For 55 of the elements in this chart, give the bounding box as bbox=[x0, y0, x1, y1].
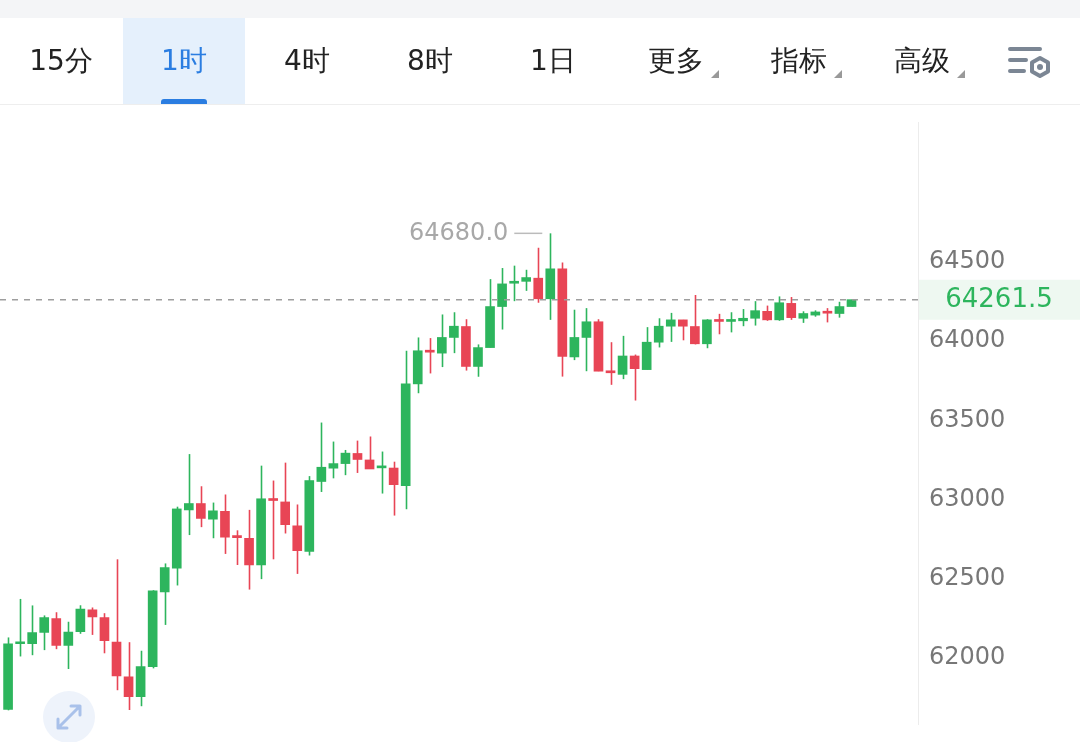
candlestick bbox=[665, 312, 676, 343]
candlestick bbox=[15, 598, 25, 658]
annotation: 64680.0 bbox=[409, 217, 509, 246]
y-tick-label: 64500 bbox=[928, 246, 1006, 275]
text: 15分 bbox=[29, 43, 93, 79]
candlestick bbox=[63, 620, 74, 670]
candlestick bbox=[99, 612, 110, 655]
candlestick bbox=[581, 307, 592, 372]
candlestick bbox=[388, 460, 399, 517]
candlestick bbox=[750, 300, 760, 327]
text: 4时 bbox=[284, 43, 330, 79]
candlestick bbox=[39, 614, 50, 651]
candlestick bbox=[123, 641, 134, 711]
candlestick bbox=[232, 529, 242, 566]
candlestick bbox=[786, 296, 797, 321]
candlestick bbox=[208, 501, 218, 540]
candlestick bbox=[424, 337, 435, 375]
candlestick bbox=[617, 335, 628, 380]
text: 8时 bbox=[407, 43, 453, 79]
text: 指标 bbox=[771, 43, 827, 79]
candlestick bbox=[75, 604, 86, 635]
text: 高级 bbox=[894, 43, 950, 79]
candlestick bbox=[605, 341, 616, 386]
candlestick bbox=[629, 353, 640, 402]
y-tick-label: 62500 bbox=[928, 563, 1006, 592]
text: 1日 bbox=[530, 43, 576, 79]
candlestick bbox=[437, 313, 447, 368]
candlestick bbox=[268, 479, 278, 561]
candlestick bbox=[726, 311, 736, 334]
candlestick bbox=[473, 343, 483, 378]
candlestick bbox=[690, 294, 700, 346]
candlestick bbox=[328, 440, 339, 480]
candlestick bbox=[449, 311, 459, 354]
candlestick bbox=[196, 485, 206, 528]
text: 1时 bbox=[161, 43, 207, 79]
candlestick bbox=[714, 313, 724, 336]
candlestick bbox=[27, 604, 37, 656]
candlestick bbox=[497, 267, 507, 331]
candlestick bbox=[774, 295, 785, 322]
candlestick bbox=[280, 461, 291, 535]
y-tick-label: 64000 bbox=[928, 325, 1006, 354]
candlestick bbox=[316, 421, 327, 493]
text: 更多 bbox=[648, 43, 704, 79]
candlestick bbox=[533, 246, 544, 304]
candlestick bbox=[569, 308, 580, 361]
y-tick-label: 63500 bbox=[928, 404, 1006, 433]
y-tick-label: 63000 bbox=[928, 483, 1006, 512]
ref-line-label: 64261.5 bbox=[945, 283, 1053, 314]
candlestick bbox=[352, 439, 363, 474]
candlestick bbox=[521, 268, 532, 292]
candlestick bbox=[183, 453, 194, 536]
candlestick bbox=[509, 264, 519, 302]
candlestick bbox=[340, 449, 351, 476]
candlestick bbox=[653, 317, 664, 349]
y-tick-label: 62000 bbox=[928, 642, 1006, 671]
